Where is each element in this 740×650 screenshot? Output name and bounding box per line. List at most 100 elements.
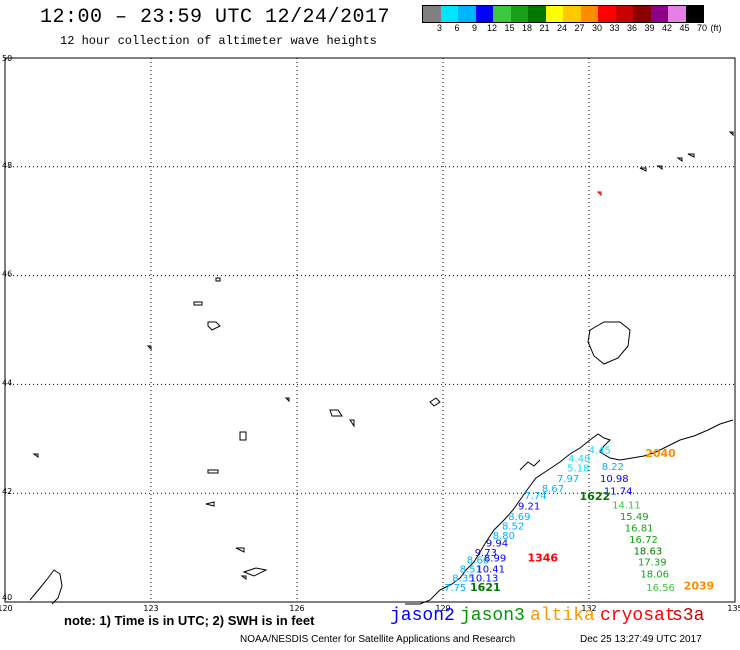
legend-label: 39 bbox=[644, 23, 655, 33]
island bbox=[429, 397, 441, 407]
wave-height-label: 9.21 bbox=[518, 502, 540, 513]
legend-label: 70 bbox=[696, 23, 708, 33]
wave-height-label: 4.48 bbox=[568, 454, 590, 465]
island bbox=[146, 345, 152, 351]
island bbox=[207, 469, 219, 474]
lake bbox=[587, 321, 631, 365]
wave-height-label: 8.51 bbox=[460, 564, 482, 575]
wave-height-label: 10.13 bbox=[470, 574, 499, 585]
coastline bbox=[29, 131, 734, 605]
island bbox=[728, 131, 734, 137]
island bbox=[329, 409, 343, 417]
legend-label: 9 bbox=[471, 23, 478, 33]
legend-swatch bbox=[458, 6, 476, 22]
longitude-label: 135 bbox=[727, 604, 740, 613]
latitude-label: 48 bbox=[2, 161, 12, 170]
wave-height-label: 8.35 bbox=[452, 574, 474, 585]
latitude-label: 40 bbox=[2, 593, 12, 602]
longitude-label: 129 bbox=[435, 604, 450, 613]
wave-height-label: 2040 bbox=[645, 447, 676, 460]
wave-height-label: 2039 bbox=[684, 580, 715, 593]
legend-swatch bbox=[475, 6, 493, 22]
wave-height-label: 7.74 bbox=[524, 491, 546, 502]
legend-swatch bbox=[650, 6, 668, 22]
island bbox=[239, 431, 247, 441]
longitude-label: 132 bbox=[581, 604, 596, 613]
island bbox=[32, 453, 39, 458]
latitude-label: 44 bbox=[2, 378, 12, 387]
wave-height-label: 8.80 bbox=[493, 531, 515, 542]
wave-height-label: 18.63 bbox=[634, 546, 663, 557]
wave-height-labels: 4.454.48 2040 5.18 8.22 7.97 10.98 8.67 11.74 7.… bbox=[444, 446, 714, 594]
legend-swatch bbox=[545, 6, 563, 22]
island bbox=[207, 321, 221, 331]
southern-coast bbox=[29, 569, 63, 605]
legend-swatch bbox=[615, 6, 633, 22]
wave-height-label: 18.06 bbox=[640, 570, 669, 581]
legend-label: 12 bbox=[486, 23, 498, 33]
legend-swatch bbox=[580, 6, 598, 22]
generated-date: Dec 25 13:27:49 UTC 2017 bbox=[580, 634, 702, 645]
wave-height-label: 1346 bbox=[527, 551, 558, 564]
legend-swatch bbox=[633, 6, 651, 22]
color-legend-labels: 3 6 9 12 15 18 21 24 27 30 33 36 39 42 45 70 (ft) bbox=[422, 23, 740, 33]
legend-label: 6 bbox=[454, 23, 460, 33]
satellite-label-jason2: jason2 bbox=[390, 606, 455, 626]
wave-height-label: 1622 bbox=[580, 490, 611, 503]
legend-swatch bbox=[423, 6, 441, 22]
island bbox=[676, 157, 683, 162]
title: 12:00 – 23:59 UTC 12/24/2017 bbox=[40, 6, 391, 29]
wave-height-label: 10.41 bbox=[476, 564, 505, 575]
footer-note: note: 1) Time is in UTC; 2) SWH is in fe… bbox=[64, 613, 315, 628]
legend-swatch bbox=[493, 6, 511, 22]
legend-label: 3 bbox=[436, 23, 443, 33]
color-legend bbox=[422, 5, 704, 23]
island bbox=[656, 165, 663, 170]
longitude-label: 126 bbox=[289, 604, 304, 613]
wave-height-label: 15.49 bbox=[620, 512, 649, 523]
wave-height-label: 7.75 bbox=[444, 583, 466, 594]
legend-label: 30 bbox=[591, 23, 603, 33]
wave-height-label: 16.72 bbox=[629, 535, 658, 546]
wave-height-label: 8.66 bbox=[467, 556, 489, 567]
legend-label: 42 bbox=[661, 23, 673, 33]
legend-swatch bbox=[563, 6, 581, 22]
legend-swatch bbox=[598, 6, 616, 22]
axis-labels: 50 48 46 44 42 40 120 123 126 129 132 135 bbox=[0, 54, 740, 613]
satellite-label-altika: altika bbox=[530, 606, 595, 626]
legend-swatch bbox=[668, 6, 686, 22]
legend-swatch bbox=[528, 6, 546, 22]
map-frame bbox=[4, 57, 736, 603]
island bbox=[687, 153, 695, 158]
island bbox=[639, 167, 647, 172]
latitude-label: 46 bbox=[2, 270, 12, 279]
wave-height-label: 8.22 bbox=[602, 462, 624, 473]
satellite-label-cryosat: cryosat bbox=[600, 606, 676, 626]
peninsula-coast bbox=[519, 459, 541, 471]
legend-label: 36 bbox=[626, 23, 638, 33]
island bbox=[215, 277, 221, 282]
latitude-label: 50 bbox=[2, 54, 12, 63]
island bbox=[240, 575, 247, 580]
wave-height-label: 5.18 bbox=[567, 464, 589, 475]
legend-label: 21 bbox=[539, 23, 550, 33]
coast-inlet bbox=[405, 589, 441, 605]
legend-label: 33 bbox=[609, 23, 620, 33]
legend-swatch bbox=[440, 6, 458, 22]
wave-height-label: 8.52 bbox=[502, 521, 524, 532]
longitude-label: 120 bbox=[0, 604, 13, 613]
wave-height-label: 9.94 bbox=[486, 539, 508, 550]
island bbox=[284, 397, 290, 403]
island bbox=[349, 419, 355, 428]
wave-height-label: 8.67 bbox=[542, 484, 564, 495]
wave-height-label: 11.74 bbox=[604, 486, 633, 497]
wave-height-label: 8.69 bbox=[508, 512, 530, 523]
island bbox=[242, 567, 268, 577]
wave-height-label: 8.99 bbox=[484, 553, 506, 564]
legend-swatch bbox=[510, 6, 528, 22]
credit-text: NOAA/NESDIS Center for Satellite Applica… bbox=[240, 634, 516, 645]
satellite-label-jason3: jason3 bbox=[460, 606, 525, 626]
island bbox=[596, 191, 602, 197]
wave-height-label: 10.98 bbox=[600, 474, 629, 485]
